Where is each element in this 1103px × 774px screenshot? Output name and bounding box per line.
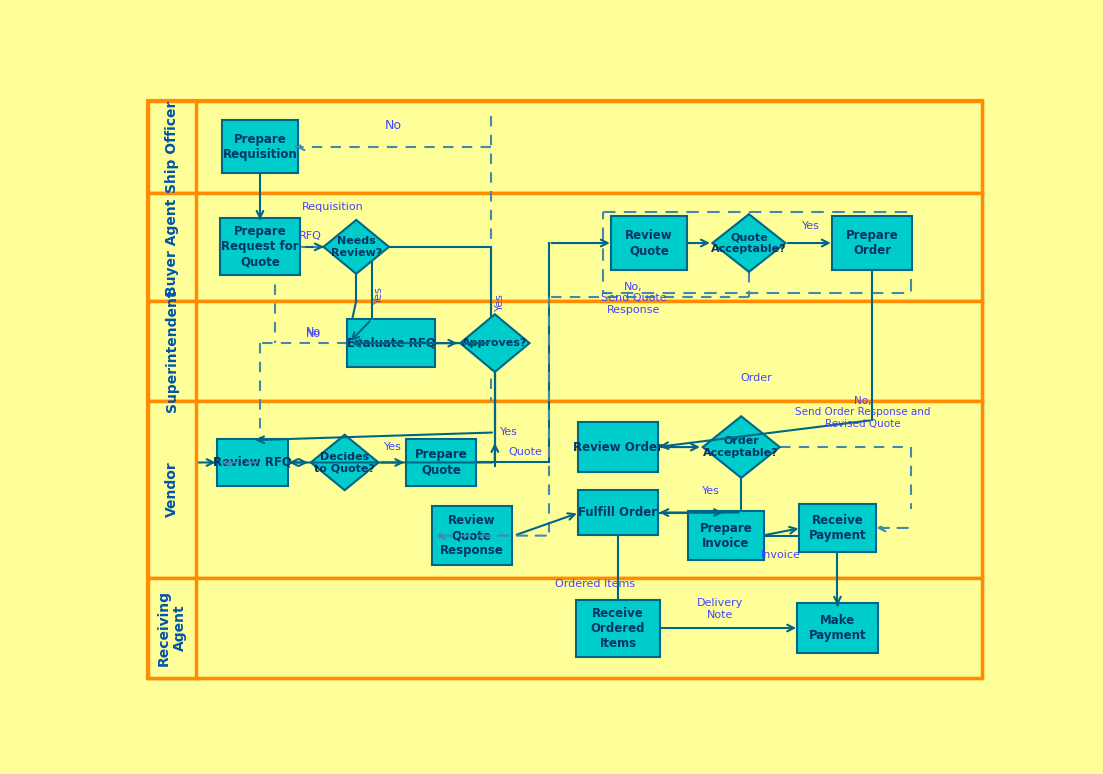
Text: Yes: Yes bbox=[384, 442, 401, 452]
Polygon shape bbox=[713, 214, 785, 272]
Text: Prepare
Quote: Prepare Quote bbox=[415, 448, 468, 477]
Text: Yes: Yes bbox=[374, 286, 384, 303]
FancyBboxPatch shape bbox=[611, 217, 687, 269]
Text: Prepare
Requisition: Prepare Requisition bbox=[223, 133, 298, 161]
Text: Invoice: Invoice bbox=[761, 550, 801, 560]
Text: Evaluate RFQ: Evaluate RFQ bbox=[346, 337, 436, 350]
FancyBboxPatch shape bbox=[687, 511, 764, 560]
Bar bbox=[148, 193, 196, 301]
Text: Yes: Yes bbox=[495, 293, 505, 311]
Text: Fulfill Order: Fulfill Order bbox=[578, 506, 657, 519]
Text: Receive
Ordered
Items: Receive Ordered Items bbox=[591, 607, 645, 649]
Text: Requisition: Requisition bbox=[302, 202, 364, 212]
Text: Prepare
Invoice: Prepare Invoice bbox=[699, 522, 752, 550]
Bar bbox=[148, 301, 196, 401]
Text: Ordered Items: Ordered Items bbox=[555, 579, 635, 589]
Text: Receiving
Agent: Receiving Agent bbox=[157, 590, 188, 666]
Polygon shape bbox=[323, 220, 389, 274]
Text: Delivery
Note: Delivery Note bbox=[696, 598, 742, 619]
FancyBboxPatch shape bbox=[832, 217, 912, 269]
Text: Yes: Yes bbox=[702, 486, 719, 496]
Text: Review RFQ: Review RFQ bbox=[213, 456, 291, 469]
Text: Buyer Agent: Buyer Agent bbox=[165, 198, 179, 296]
Text: Order
Acceptable?: Order Acceptable? bbox=[704, 437, 779, 458]
Bar bbox=[148, 401, 983, 578]
FancyBboxPatch shape bbox=[222, 120, 298, 173]
Polygon shape bbox=[460, 314, 529, 372]
Bar bbox=[148, 193, 983, 301]
Text: Quote: Quote bbox=[508, 447, 543, 457]
Bar bbox=[148, 578, 196, 678]
Text: Review
Quote
Response: Review Quote Response bbox=[440, 514, 504, 557]
FancyBboxPatch shape bbox=[797, 604, 878, 652]
Text: Superintendent: Superintendent bbox=[165, 289, 179, 412]
Text: Review Order: Review Order bbox=[574, 440, 663, 454]
Text: Make
Payment: Make Payment bbox=[808, 614, 866, 642]
Text: Ship Officer: Ship Officer bbox=[165, 101, 179, 193]
Bar bbox=[148, 101, 983, 193]
Text: No: No bbox=[307, 327, 321, 337]
FancyBboxPatch shape bbox=[800, 504, 876, 552]
Text: RFQ: RFQ bbox=[299, 231, 322, 241]
FancyBboxPatch shape bbox=[431, 506, 512, 565]
Text: Needs
Review?: Needs Review? bbox=[331, 236, 382, 258]
Text: Prepare
Request for
Quote: Prepare Request for Quote bbox=[222, 225, 299, 269]
Text: Prepare
Order: Prepare Order bbox=[846, 229, 899, 257]
FancyBboxPatch shape bbox=[217, 439, 288, 486]
Text: No: No bbox=[385, 118, 401, 132]
Text: Vendor: Vendor bbox=[165, 461, 179, 517]
Text: Review
Quote: Review Quote bbox=[625, 229, 673, 257]
Text: Decides
to Quote?: Decides to Quote? bbox=[314, 452, 375, 473]
FancyBboxPatch shape bbox=[576, 600, 660, 656]
FancyBboxPatch shape bbox=[219, 218, 300, 276]
FancyBboxPatch shape bbox=[578, 490, 658, 536]
Bar bbox=[602, 212, 911, 293]
Text: No: No bbox=[307, 329, 321, 339]
Bar bbox=[148, 101, 196, 193]
Text: Yes: Yes bbox=[500, 426, 517, 437]
FancyBboxPatch shape bbox=[406, 439, 476, 486]
Bar bbox=[148, 301, 983, 401]
Polygon shape bbox=[703, 416, 780, 478]
Bar bbox=[148, 401, 196, 578]
Text: Receive
Payment: Receive Payment bbox=[808, 514, 866, 542]
Text: Order: Order bbox=[741, 373, 772, 383]
FancyBboxPatch shape bbox=[347, 319, 435, 367]
FancyBboxPatch shape bbox=[578, 423, 658, 471]
Text: Approves?: Approves? bbox=[462, 338, 527, 348]
Bar bbox=[148, 578, 983, 678]
Text: Yes: Yes bbox=[802, 221, 820, 231]
Polygon shape bbox=[311, 435, 378, 490]
Text: Quote
Acceptable?: Quote Acceptable? bbox=[711, 232, 786, 254]
Text: No,
Send Quote
Response: No, Send Quote Response bbox=[601, 282, 666, 315]
Text: No,
Send Order Response and
Revised Quote: No, Send Order Response and Revised Quot… bbox=[795, 396, 931, 429]
